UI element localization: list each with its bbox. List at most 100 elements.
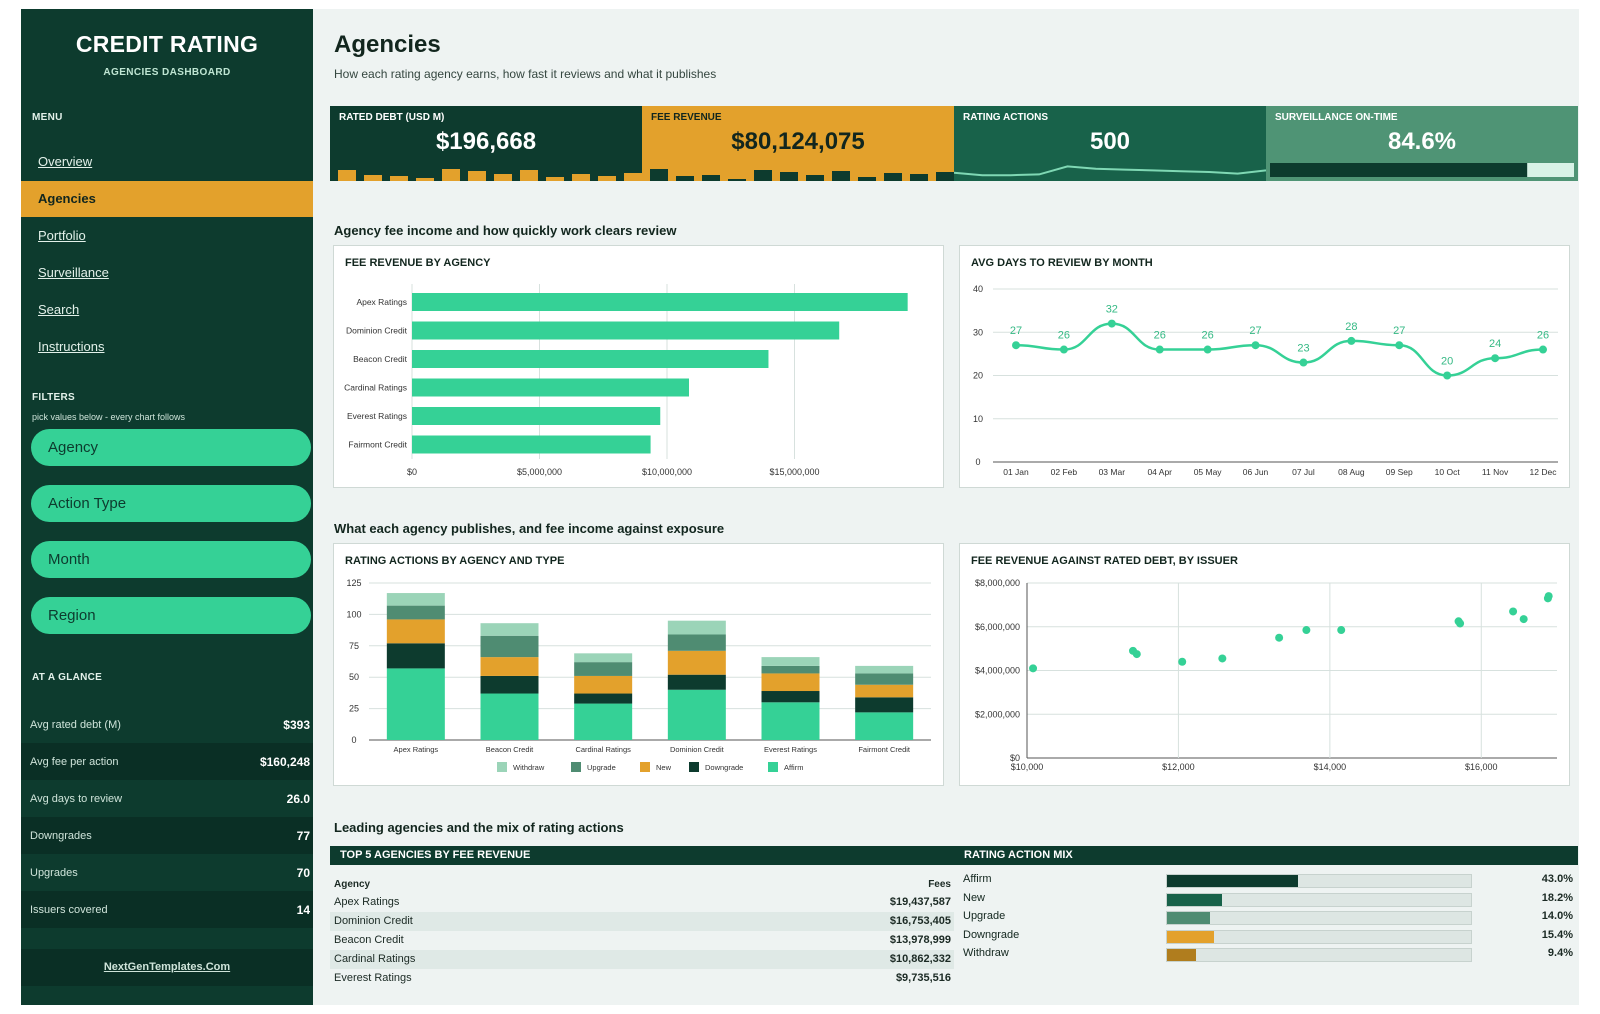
mix-label: Downgrade (963, 928, 1020, 941)
filters-label: FILTERS (32, 392, 76, 403)
kpi-spark-bar (416, 178, 434, 181)
bar (412, 293, 908, 311)
fee-vs-debt-card: FEE REVENUE AGAINST RATED DEBT, BY ISSUE… (959, 543, 1570, 786)
top-agencies-header: TOP 5 AGENCIES BY FEE REVENUE (330, 846, 954, 865)
y-tick-label: $6,000,000 (975, 622, 1020, 632)
kpi-surveillance-on-time: SURVEILLANCE ON-TIME 84.6% (1266, 106, 1578, 181)
mix-percent: 18.2% (1541, 891, 1573, 904)
glance-label: Downgrades (30, 829, 92, 842)
data-label: 27 (1393, 325, 1405, 337)
table-row: Dominion Credit $16,753,405 (330, 912, 954, 931)
y-tick-label: 100 (346, 609, 361, 619)
scatter-point (1178, 657, 1187, 666)
main-content: Agencies How each rating agency earns, h… (313, 9, 1579, 1005)
bar (412, 350, 769, 368)
kpi-sparkbars (338, 169, 642, 181)
mix-bar-track (1166, 911, 1472, 925)
kpi-sparkbars (650, 169, 954, 181)
agency-name: Apex Ratings (334, 896, 400, 908)
nav-instructions[interactable]: Instructions (38, 339, 105, 354)
y-tick-label: $8,000,000 (975, 578, 1020, 588)
agency-fees: $13,978,999 (889, 934, 951, 946)
legend-swatch (768, 762, 778, 772)
table-row: Beacon Credit $13,978,999 (330, 931, 954, 950)
kpi-spark-bar (442, 169, 460, 181)
glance-row-avg-days: Avg days to review 26.0 (21, 780, 313, 817)
stacked-bar-segment (480, 623, 539, 636)
nav-overview[interactable]: Overview (38, 154, 93, 169)
kpi-spark-bar (494, 174, 512, 181)
nav-agencies[interactable]: Agencies (21, 181, 313, 217)
y-tick-label: $4,000,000 (975, 666, 1020, 676)
agency-name: Everest Ratings (334, 972, 412, 984)
mix-bar-fill (1167, 949, 1196, 961)
legend-label: Downgrade (705, 763, 743, 772)
filter-action-type[interactable]: Action Type (31, 485, 311, 522)
scatter-point (1275, 633, 1284, 642)
glance-label: Upgrades (30, 866, 78, 879)
data-point (1059, 345, 1068, 354)
x-category-label: Fairmont Credit (858, 745, 911, 754)
mix-bar-fill (1167, 875, 1298, 887)
nav-surveillance[interactable]: Surveillance (38, 265, 109, 280)
scatter-point (1302, 626, 1311, 635)
glance-row-avg-fee: Avg fee per action $160,248 (21, 743, 313, 780)
y-category-label: Fairmont Credit (348, 440, 407, 450)
y-tick-label: 10 (973, 414, 983, 424)
filter-month[interactable]: Month (31, 541, 311, 578)
nav-search[interactable]: Search (38, 302, 80, 317)
y-category-label: Apex Ratings (356, 297, 407, 307)
x-tick-label: 06 Jun (1243, 467, 1269, 477)
filter-region[interactable]: Region (31, 597, 311, 634)
rating-actions-card: RATING ACTIONS BY AGENCY AND TYPE 0 25 50 7… (333, 543, 944, 786)
mix-percent: 43.0% (1541, 873, 1573, 885)
filter-agency[interactable]: Agency (31, 429, 311, 466)
kpi-spark-bar (910, 174, 928, 181)
glance-value: 70 (296, 865, 310, 880)
footer-link[interactable]: NextGenTemplates.Com (21, 949, 313, 986)
data-point (1251, 341, 1260, 350)
nav-portfolio[interactable]: Portfolio (38, 228, 86, 243)
kpi-spark-bar (832, 171, 850, 181)
scatter-point (1337, 626, 1346, 635)
mix-percent: 15.4% (1541, 928, 1573, 941)
data-label: 28 (1345, 321, 1357, 333)
scatter-point (1029, 664, 1038, 673)
bar (412, 435, 651, 454)
x-category-label: Cardinal Ratings (575, 745, 631, 754)
stacked-bar-segment (386, 643, 445, 669)
stacked-bar-segment (855, 665, 914, 674)
y-tick-label: 30 (973, 327, 983, 337)
section-title-2: What each agency publishes, and fee inco… (334, 521, 725, 536)
agency-fees: $9,735,516 (895, 972, 951, 984)
kpi-spark-bar (936, 172, 954, 181)
x-tick-label: 03 Mar (1099, 467, 1126, 477)
legend-label: Upgrade (587, 763, 616, 772)
col-fees: Fees (928, 879, 951, 890)
stacked-bar-segment (667, 674, 726, 690)
x-category-label: Everest Ratings (764, 745, 817, 754)
kpi-value: 84.6% (1387, 128, 1457, 155)
section-title-1: Agency fee income and how quickly work c… (334, 223, 677, 238)
legend-swatch (497, 762, 507, 772)
mix-label: New (963, 891, 986, 904)
sidebar: CREDIT RATING AGENCIES DASHBOARD MENU Ov… (21, 9, 313, 1005)
data-label: 32 (1106, 304, 1118, 316)
legend-swatch (640, 762, 650, 772)
kpi-label: FEE REVENUE (651, 112, 722, 123)
kpi-spark-bar (364, 175, 382, 181)
kpi-spark-bar (598, 176, 616, 181)
y-category-label: Dominion Credit (346, 326, 408, 336)
stacked-bar-segment (855, 697, 914, 713)
agency-fees: $19,437,587 (889, 896, 951, 908)
action-mix-header: RATING ACTION MIX (954, 846, 1578, 865)
kpi-spark-bar (572, 174, 590, 181)
data-point (1347, 336, 1356, 345)
kpi-spark-bar (546, 177, 564, 181)
x-tick-label: 11 Nov (1482, 467, 1509, 477)
y-tick-label: 0 (975, 457, 980, 467)
stacked-bar-segment (761, 691, 820, 703)
filters-hint: pick values below - every chart follows (32, 412, 186, 422)
y-tick-label: 125 (346, 578, 361, 588)
chart-title: RATING ACTIONS BY AGENCY AND TYPE (345, 555, 565, 567)
